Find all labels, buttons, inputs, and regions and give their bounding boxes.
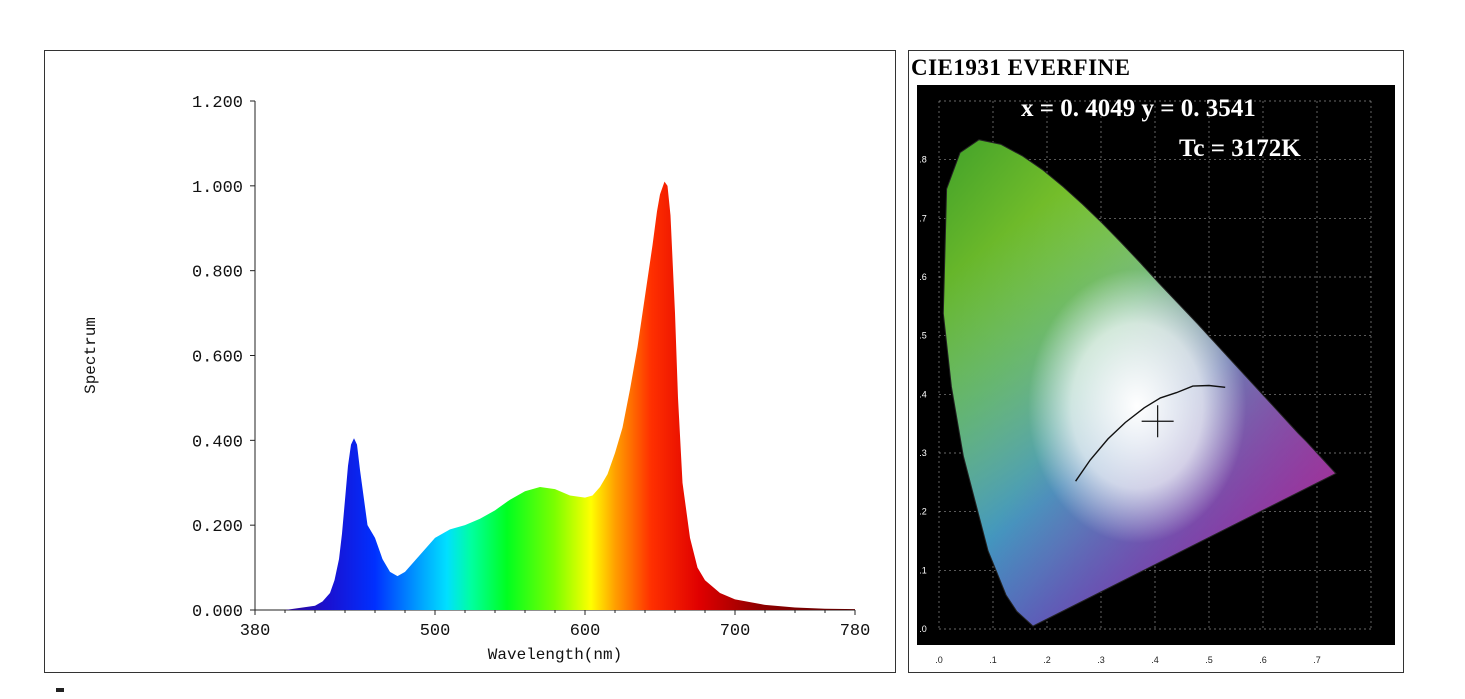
spectrum-y-tick-label: 0.800 [192,264,243,283]
cie-y-tick-label: .6 [919,272,927,282]
spectrum-area [255,181,855,610]
spectrum-ticks: 0.000 0.200 0.400 0.600 0.800 1.000 1.200 380 50… [192,94,870,641]
spectrum-y-tick-label: 0.200 [192,518,243,537]
cie-planckian-locus [1075,384,1226,482]
cie-y-tick-label: .0 [919,624,927,634]
spectrum-x-tick-label: 780 [840,622,871,641]
cie-y-tick-label: .8 [919,155,927,165]
cie-x-tick-label: .3 [1097,655,1105,665]
cie-x-tick-label: .6 [1259,655,1267,665]
spectrum-y-tick-label: 1.000 [192,179,243,198]
corner-mark [56,688,64,692]
cie-chromaticity-diagram: .0 .1 .2 .3 .4 .5 .6 .7 .0 .1 .2 .3 .4 .5 .6 .7 .8 CIE19… [908,50,1404,673]
cie-spectral-locus [942,139,1337,627]
cie-x-tick-label: .2 [1043,655,1051,665]
cie-y-tick-label: .7 [919,213,927,223]
spectrum-x-axis-title: Wavelength(nm) [488,646,622,664]
cie-tc-readout: Tc = 3172K [1179,135,1301,162]
spectrum-y-tick-label: 0.400 [192,433,243,452]
spectrum-chart: 0.000 0.200 0.400 0.600 0.800 1.000 1.200 380 50… [44,50,896,673]
cie-y-tick-label: .5 [919,331,927,341]
cie-ticks: .0 .1 .2 .3 .4 .5 .6 .7 .0 .1 .2 .3 .4 .5 .6 .7 .8 [919,155,1321,665]
spectrum-y-tick-label: 1.200 [192,94,243,113]
spectrum-svg: 0.000 0.200 0.400 0.600 0.800 1.000 1.200 380 50… [82,94,870,664]
cie-x-tick-label: .4 [1151,655,1159,665]
cie-x-tick-label: .0 [935,655,943,665]
cie-chromaticity-marker [1141,405,1174,438]
spectrum-x-tick-label: 700 [720,622,751,641]
cie-y-tick-label: .1 [919,565,927,575]
spectrum-x-tick-label: 500 [420,622,451,641]
cie-x-tick-label: .7 [1313,655,1321,665]
cie-x-tick-label: .1 [989,655,997,665]
cie-title: CIE1931 EVERFINE [909,51,1133,83]
cie-y-tick-label: .3 [919,448,927,458]
spectrum-x-tick-label: 380 [240,622,271,641]
cie-x-tick-label: .5 [1205,655,1213,665]
cie-xy-readout: x = 0. 4049 y = 0. 3541 [1021,95,1256,122]
spectrum-y-tick-label: 0.600 [192,349,243,368]
spectrum-y-tick-label: 0.000 [192,603,243,622]
cie-y-tick-label: .2 [919,507,927,517]
cie-y-tick-label: .4 [919,389,927,399]
spectrum-y-axis-title: Spectrum [82,317,100,394]
cie-svg: .0 .1 .2 .3 .4 .5 .6 .7 .0 .1 .2 .3 .4 .5 .6 .7 .8 [917,85,1395,665]
spectrum-x-tick-label: 600 [570,622,601,641]
